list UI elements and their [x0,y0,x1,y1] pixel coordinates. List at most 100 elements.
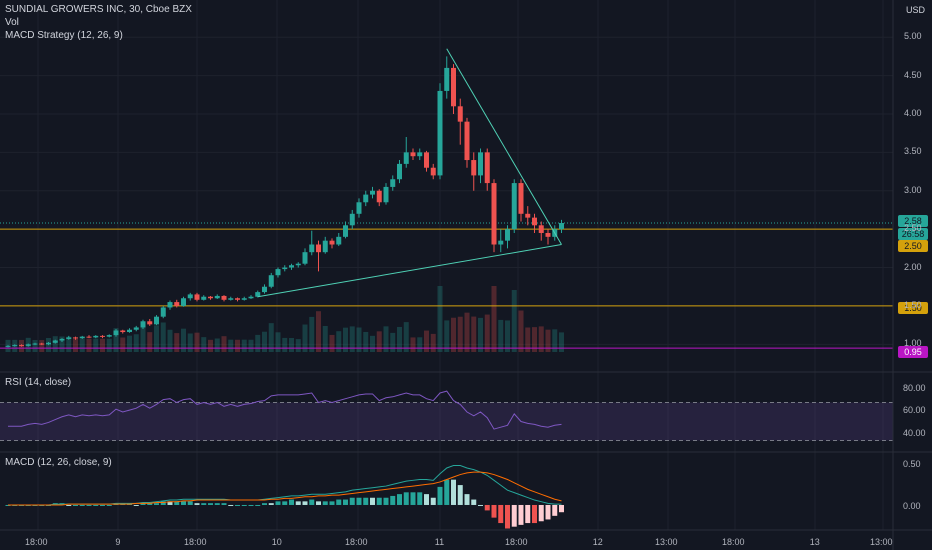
candle-body [25,344,31,346]
macd-hist-bar [457,485,463,505]
macd-hist-bar [241,504,247,506]
time-tick-label: 18:00 [25,537,48,547]
candle-body [424,152,429,168]
macd-hist-bar [430,497,436,505]
macd-hist-bar [491,504,497,518]
candle-body [478,152,483,176]
macd-hist-bar [370,497,375,505]
rsi-band-fill [0,402,893,441]
candle-body [59,338,65,341]
volume-bar [491,286,497,352]
candle-body [532,217,537,226]
candle-body [79,336,85,339]
candle-body [140,321,146,328]
volume-bar [403,322,409,352]
candle-body [397,163,402,180]
volume-bar [248,339,254,352]
candle-body [187,294,193,299]
volume-bar [214,338,220,352]
volume-bar [363,331,369,352]
candle-body [73,337,78,339]
chart-title: SUNDIAL GROWERS INC, 30, Cboe BZX [5,4,192,15]
price-tick-label: 4.00 [904,107,922,118]
macd-lines [8,465,562,506]
candle-body [390,179,396,187]
macd-hist-bar [376,497,382,505]
volume-bar [316,311,321,352]
macd-hist-bar [390,495,396,505]
volume-bar [201,337,207,352]
volume-bar [484,314,490,352]
volume-bar [187,333,193,352]
candle-body [241,298,247,300]
macd-hist-bar [316,501,321,505]
volume-bar [471,316,477,352]
macd-hist-bar [79,504,85,506]
price-tick-label: 3.00 [904,184,922,195]
candle-body [255,292,261,297]
price-tick-label: 2.50 [904,223,922,234]
horizontal-lines [0,222,893,349]
macd-hist-bar [525,504,531,524]
rsi-tick-60: 60.00 [903,405,926,415]
candle-body [349,213,355,226]
macd-hist-bar [140,503,146,505]
candle-body [160,307,166,317]
time-tick-label: 12 [592,537,603,547]
macd-tick-050: 0.50 [903,459,921,469]
candle-body [356,202,362,214]
volume-bar [289,338,294,352]
volume-bar [120,337,126,352]
rsi-label: RSI (14, close) [5,377,72,388]
volume-bar [241,339,247,352]
candle-body [113,330,119,336]
candle-body [289,265,294,268]
volume-bar [262,331,267,352]
candle-body [316,244,321,253]
candle-body [457,106,463,122]
macd-hist-bar [451,479,456,505]
macd-hist-bar [410,492,416,505]
candle-body [12,345,18,347]
volume-bar [322,326,328,352]
volume-bar [133,334,139,352]
candle-body [518,183,524,214]
macd-hist-bar [262,503,267,505]
candle-body [363,194,369,203]
candle-body [275,269,281,276]
candles [5,56,564,348]
macd-hist-bar [498,504,504,524]
rsi-line [8,390,562,430]
time-tick-label: 13:00 [655,537,678,547]
rsi-tick-40: 40.00 [903,428,926,438]
time-tick-label: 13:00 [870,537,893,547]
macd-hist-bar [221,503,227,505]
candle-body [471,160,477,176]
macd-hist-bar [181,501,186,505]
macd-hist-bar [275,501,281,505]
candle-body [444,67,450,91]
volume-bar [397,326,402,352]
volume-bar [329,334,335,352]
macd-hist-bar [208,503,213,505]
volume-bar [478,317,483,352]
volume-bar [390,332,396,352]
volume-bar [39,340,45,352]
candle-body [309,244,315,253]
price-tick-label: 1.50 [904,299,922,310]
macd-hist-bar [444,479,450,505]
macd-hist-bar [343,499,348,505]
macd-hist-bar [248,504,254,506]
volume-bar [66,336,72,352]
macd-hist-bar [160,501,166,505]
candle-body [417,152,423,157]
volume-bar [505,320,510,352]
candle-body [66,337,72,339]
candle-body [268,275,274,287]
macd-hist-bar [464,494,470,505]
candle-body [46,342,51,345]
candle-body [282,267,288,270]
volume-bar [174,333,180,352]
volume-bar [518,310,524,352]
